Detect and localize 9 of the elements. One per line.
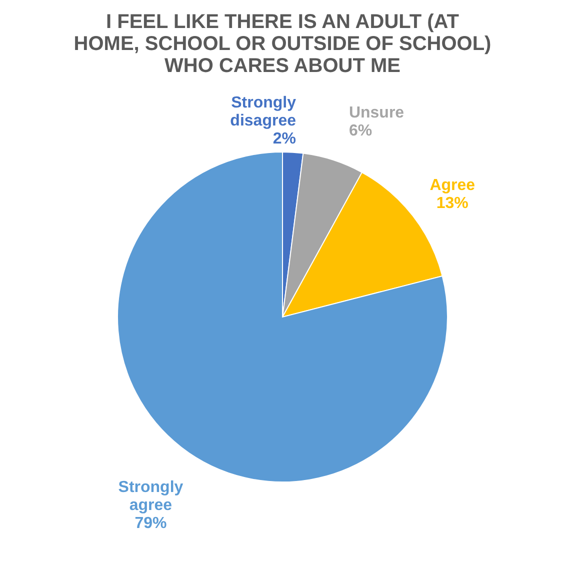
- chart-title: I FEEL LIKE THERE IS AN ADULT (AT HOME, SCHOOL OR OUTSIDE OF SCHOOL) WHO CARES ABOUT ME: [74, 11, 492, 77]
- slice-label: Unsure: [348, 104, 404, 122]
- data-label: 2%: [272, 130, 296, 148]
- slice-label: Strongly disagree: [230, 94, 296, 130]
- slice-label: Strongly agree: [118, 478, 184, 514]
- data-label: 79%: [134, 514, 167, 532]
- data-label: 6%: [348, 122, 372, 140]
- data-label: 13%: [436, 195, 468, 212]
- slice-label: Agree: [430, 177, 476, 194]
